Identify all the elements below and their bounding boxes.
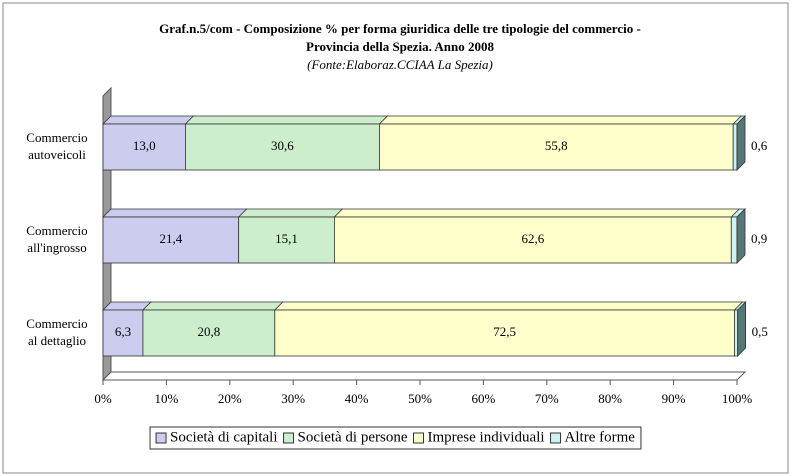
bar [732, 123, 738, 171]
y-tick-line: Commercio [26, 316, 87, 331]
x-tick-label: 10% [154, 391, 178, 406]
legend-swatch [283, 432, 295, 444]
bar [185, 123, 380, 171]
y-tick-line: autoveicoli [28, 147, 86, 162]
legend-box [149, 426, 642, 450]
bar-top [102, 208, 248, 218]
data-label: 72,5 [493, 324, 516, 339]
legend: Società di capitali Società di persone Imp… [149, 426, 642, 450]
data-label: 20,8 [198, 324, 221, 339]
data-label: 15,1 [275, 231, 298, 246]
legend-label: Imprese individuali [427, 429, 544, 445]
bar-top [184, 115, 389, 125]
data-label: 21,4 [159, 231, 182, 246]
bar [730, 216, 738, 264]
legend-swatch [155, 432, 167, 444]
x-tick-label: 20% [218, 391, 242, 406]
data-label: 0,6 [751, 138, 768, 153]
bar-top [273, 301, 744, 311]
data-label: 6,3 [115, 324, 131, 339]
bar-top [378, 115, 743, 125]
bar-side [737, 301, 747, 357]
bar [238, 216, 335, 264]
bar [379, 123, 734, 171]
floor [101, 371, 747, 381]
x-tick-label: 60% [471, 391, 495, 406]
y-tick-line: Commercio [26, 130, 87, 145]
legend-label: Società di persone [298, 429, 408, 445]
bar [734, 309, 739, 357]
legend-label: Società di capitali [170, 429, 277, 445]
data-label: 30,6 [271, 138, 294, 153]
x-tick-label: 0% [94, 391, 112, 406]
x-tick-label: 50% [408, 391, 432, 406]
data-label: 0,5 [752, 324, 768, 339]
chart-title: Provincia della Spezia. Anno 2008 [306, 39, 494, 54]
bar-top [237, 208, 344, 218]
x-tick-label: 30% [281, 391, 305, 406]
x-tick-label: 40% [345, 391, 369, 406]
legend-swatch [550, 432, 562, 444]
chart-subtitle: (Fonte:Elaboraz.CCIAA La Spezia) [307, 57, 493, 72]
bar [102, 123, 186, 171]
bar [102, 216, 240, 264]
legend-label: Altre forme [565, 429, 636, 445]
y-tick-label: Commercio autoveicoli [26, 130, 87, 162]
y-tick-label: Commercio all'ingrosso [26, 223, 87, 255]
x-tick-label: 80% [598, 391, 622, 406]
y-tick-line: al dettaglio [28, 333, 86, 348]
data-label: 62,6 [521, 231, 544, 246]
data-label: 13,0 [133, 138, 156, 153]
x-tick-label: 70% [535, 391, 559, 406]
bar-top [102, 115, 195, 125]
y-tick-line: all'ingrosso [27, 240, 86, 255]
bar [334, 216, 732, 264]
bar [102, 309, 144, 357]
bar-top [333, 208, 741, 218]
data-label: 55,8 [545, 138, 568, 153]
x-tick-label: 90% [662, 391, 686, 406]
bar-side [736, 208, 746, 264]
y-tick-label: Commercio al dettaglio [26, 316, 87, 348]
bar-side [736, 115, 746, 171]
bar-top [141, 301, 284, 311]
y-tick-line: Commercio [26, 223, 87, 238]
bar [274, 309, 735, 357]
chart-title: Graf.n.5/com - Composizione % per forma … [159, 21, 641, 36]
legend-swatch [412, 432, 424, 444]
data-label: 0,9 [751, 231, 767, 246]
bar [142, 309, 276, 357]
x-tick-label: 100% [722, 391, 753, 406]
